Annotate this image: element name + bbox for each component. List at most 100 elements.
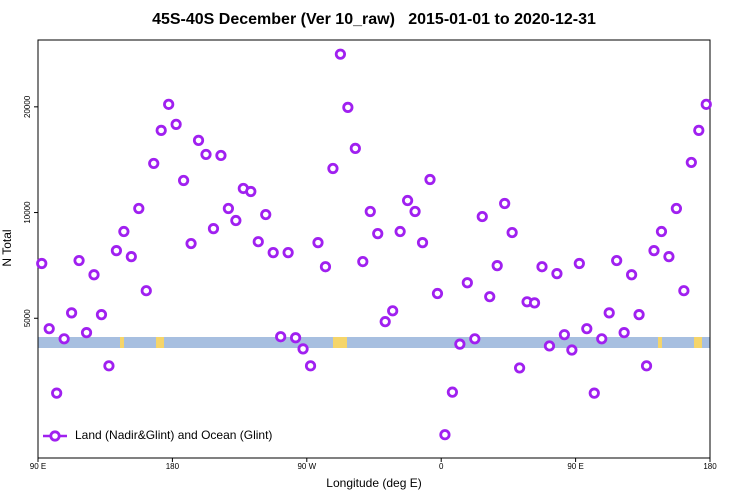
point xyxy=(58,333,70,345)
point xyxy=(192,134,205,146)
chart-title: 45S-40S December (Ver 10_raw) 2015-01-01… xyxy=(152,11,596,28)
point xyxy=(95,309,108,321)
point xyxy=(73,254,85,267)
point xyxy=(170,118,182,130)
point xyxy=(379,316,391,328)
y-axis-label: N Total xyxy=(0,229,14,266)
x-tick-label: 180 xyxy=(703,462,717,471)
point xyxy=(297,343,309,355)
y-tick-label: 5000 xyxy=(23,309,32,327)
point xyxy=(319,261,332,273)
point xyxy=(207,223,220,235)
point xyxy=(461,277,473,289)
point xyxy=(513,362,526,374)
point xyxy=(409,205,421,218)
point xyxy=(454,338,466,350)
point xyxy=(401,194,414,207)
point xyxy=(88,269,100,281)
point xyxy=(230,214,242,227)
point xyxy=(685,156,697,169)
point xyxy=(372,228,384,240)
point xyxy=(51,387,63,399)
point xyxy=(625,269,638,281)
point xyxy=(118,225,130,238)
point xyxy=(387,305,399,317)
x-tick-label: 0 xyxy=(439,462,444,471)
point xyxy=(416,237,429,249)
point xyxy=(431,287,444,300)
point xyxy=(364,205,376,218)
point xyxy=(80,327,93,339)
point xyxy=(260,208,272,221)
point xyxy=(618,327,630,339)
point xyxy=(267,247,279,259)
x-tick-label: 90 E xyxy=(567,462,583,471)
point xyxy=(66,307,78,319)
point xyxy=(476,210,488,223)
point xyxy=(543,340,556,352)
point xyxy=(581,323,593,335)
point xyxy=(506,226,518,239)
point xyxy=(178,174,190,187)
point xyxy=(655,225,668,238)
y-tick-label: 20000 xyxy=(23,95,32,118)
point xyxy=(596,333,608,345)
band xyxy=(38,337,710,348)
point xyxy=(275,331,287,343)
point xyxy=(424,173,436,186)
point xyxy=(163,98,175,110)
point xyxy=(700,98,712,110)
point xyxy=(573,257,585,270)
x-tick-label: 180 xyxy=(166,462,180,471)
point xyxy=(349,142,361,154)
point xyxy=(491,260,503,272)
point xyxy=(566,344,578,356)
point xyxy=(633,309,645,321)
point xyxy=(439,429,451,441)
point xyxy=(252,236,264,248)
point xyxy=(693,124,705,136)
x-tick-label: 90 W xyxy=(297,462,316,471)
point xyxy=(342,101,354,113)
point xyxy=(640,360,653,372)
band-highlights xyxy=(120,337,702,348)
point xyxy=(603,307,615,319)
point xyxy=(185,237,197,250)
point xyxy=(536,261,548,273)
point xyxy=(133,202,145,215)
point xyxy=(611,254,623,267)
point xyxy=(663,251,675,263)
y-tick-label: 10000 xyxy=(23,201,32,224)
point xyxy=(200,148,212,161)
legend-label: Land (Nadir&Glint) and Ocean (Glint) xyxy=(75,428,272,442)
point xyxy=(155,124,167,136)
point xyxy=(222,202,234,215)
point xyxy=(36,257,48,270)
point xyxy=(245,185,257,198)
x-tick-label: 90 E xyxy=(30,462,46,471)
point xyxy=(678,285,690,297)
point xyxy=(125,251,137,263)
x-axis-label: Longitude (deg E) xyxy=(326,476,421,490)
point xyxy=(215,149,227,162)
point xyxy=(148,157,160,170)
point xyxy=(499,197,511,210)
point xyxy=(327,162,339,175)
point xyxy=(334,48,346,60)
point xyxy=(648,245,660,257)
plot-frame xyxy=(37,39,711,459)
point xyxy=(558,329,571,341)
point xyxy=(484,291,496,303)
legend-marker xyxy=(49,430,61,442)
point xyxy=(446,386,458,398)
point xyxy=(551,268,563,280)
point xyxy=(357,255,369,268)
point xyxy=(588,387,600,399)
point xyxy=(312,237,324,249)
point xyxy=(394,225,406,238)
point xyxy=(670,202,683,215)
point xyxy=(43,323,55,335)
point xyxy=(103,360,115,372)
point xyxy=(304,360,317,372)
